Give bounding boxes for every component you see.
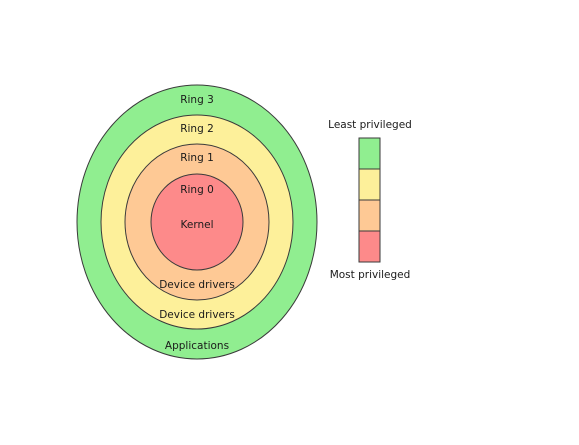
ring-3-label: Ring 3 <box>180 94 214 106</box>
legend-top-label: Least privileged <box>328 119 412 131</box>
ring-1-content-label: Device drivers <box>159 279 235 291</box>
ring-2-content-label: Device drivers <box>159 309 235 321</box>
ring-3-content-label: Applications <box>165 340 229 352</box>
legend-cell-high <box>358 199 381 232</box>
ring-2-label: Ring 2 <box>180 123 214 135</box>
ring-0-label: Ring 0 <box>180 184 214 196</box>
legend-bottom-label: Most privileged <box>330 269 411 281</box>
legend-cell-least <box>358 137 381 170</box>
ring-0-content-label: Kernel <box>181 219 214 231</box>
ring-0-shape <box>150 173 244 271</box>
legend-cell-most <box>358 230 381 263</box>
legend-cell-low <box>358 168 381 201</box>
ring-0: Ring 0 Kernel <box>150 173 244 271</box>
privilege-legend: Least privileged Most privileged <box>328 119 412 281</box>
ring-1-label: Ring 1 <box>180 152 214 164</box>
